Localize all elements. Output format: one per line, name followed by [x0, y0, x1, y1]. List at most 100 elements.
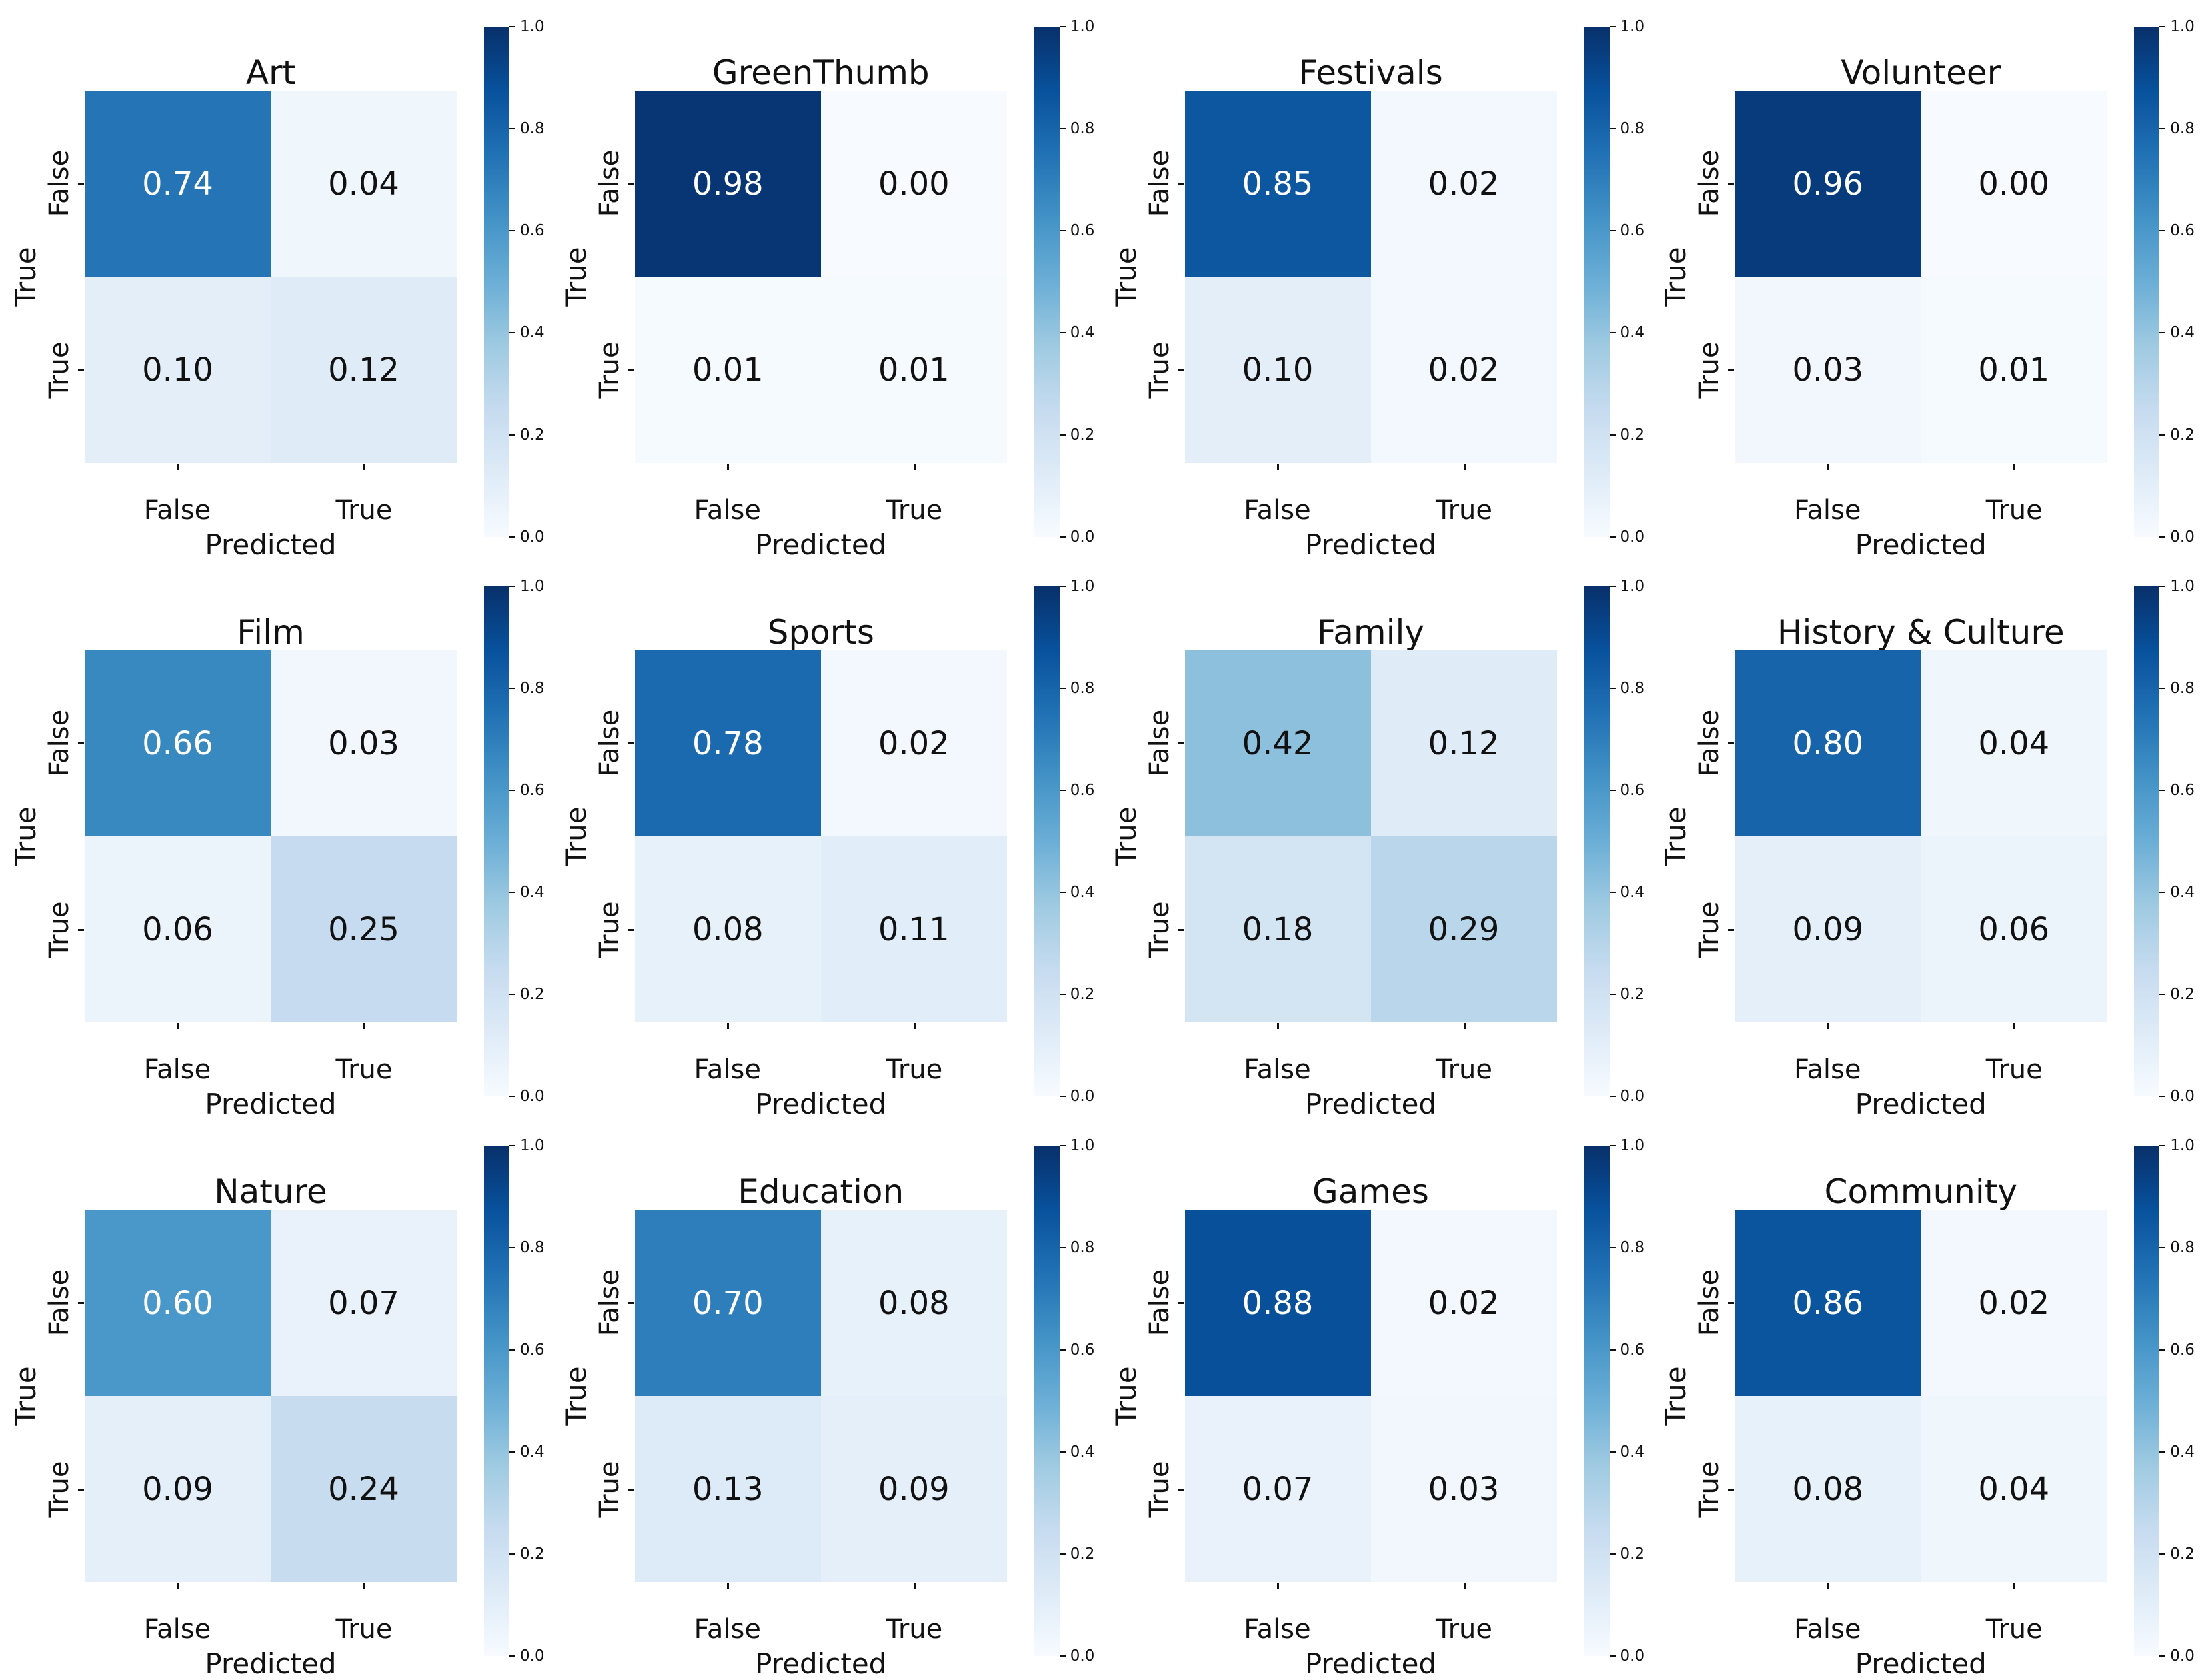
cell-value: 0.66 — [142, 724, 213, 762]
heatmap-matrix: 0.96 0.00 0.03 0.01 — [1735, 91, 2107, 463]
matrix-cell-tp: 0.02 — [1370, 277, 1557, 463]
y-tick-mark — [628, 183, 634, 185]
cell-value: 0.04 — [328, 165, 399, 203]
colorbar-tick-label: 0.8 — [1620, 120, 1645, 137]
colorbar-tick-label: 0.4 — [1620, 324, 1645, 341]
matrix-cell-tn: 0.70 — [634, 1210, 821, 1396]
heatmap-matrix: 0.88 0.02 0.07 0.03 — [1184, 1210, 1557, 1582]
heatmap-matrix: 0.66 0.03 0.06 0.25 — [85, 650, 457, 1022]
y-tick-label-false: False — [44, 1269, 75, 1337]
matrix-cell-tp: 0.25 — [271, 836, 457, 1022]
colorbar-tick-mark — [509, 26, 515, 27]
colorbar-tick-label: 0.8 — [2170, 120, 2195, 137]
matrix-cell-tp: 0.11 — [820, 836, 1007, 1022]
x-tick-label-true: True — [1985, 495, 2043, 526]
colorbar-tick-label: 0.2 — [2170, 1545, 2195, 1563]
colorbar — [1034, 27, 1060, 537]
colorbar-tick-mark — [1609, 892, 1616, 893]
cell-value: 0.70 — [692, 1284, 764, 1322]
colorbar-tick-label: 0.4 — [1620, 1443, 1645, 1461]
colorbar — [2134, 586, 2160, 1096]
colorbar-tick-label: 0.2 — [1620, 1545, 1645, 1563]
x-tick-label-true: True — [886, 1054, 943, 1085]
colorbar-tick-label: 0.6 — [1620, 1341, 1645, 1359]
y-tick-label-false: False — [594, 149, 625, 217]
cell-value: 0.85 — [1242, 165, 1314, 203]
panel-title: Film — [237, 613, 305, 652]
x-tick-label-true: True — [886, 1614, 943, 1645]
colorbar-tick-label: 0.8 — [1070, 120, 1095, 137]
x-axis-label: Predicted — [755, 1647, 887, 1680]
colorbar-tick-label: 0.4 — [520, 1443, 545, 1461]
y-tick-mark — [1178, 929, 1184, 931]
colorbar-tick-label: 1.0 — [2170, 18, 2195, 35]
colorbar-tick-mark — [509, 536, 515, 538]
cell-value: 0.86 — [1792, 1284, 1864, 1322]
x-tick-label-false: False — [1794, 495, 1861, 526]
cell-value: 0.02 — [1978, 1284, 2050, 1322]
y-tick-mark — [628, 1489, 634, 1491]
colorbar-tick-mark — [509, 790, 515, 791]
confusion-matrix-panel-family: Family True False True 0.42 0.12 0.18 0.… — [1100, 560, 1651, 1120]
colorbar-tick-label: 0.2 — [1070, 986, 1095, 1003]
colorbar-tick-mark — [2159, 790, 2166, 791]
colorbar-tick-mark — [2159, 26, 2166, 27]
cell-value: 0.08 — [692, 910, 764, 948]
matrix-cell-fp: 0.08 — [820, 1210, 1007, 1396]
colorbar — [484, 586, 509, 1096]
colorbar-tick-mark — [1059, 1145, 1066, 1146]
y-axis-label: True — [559, 806, 592, 866]
y-tick-mark — [1728, 1302, 1735, 1304]
colorbar-tick-mark — [2159, 230, 2166, 231]
colorbar-tick-label: 0.8 — [520, 120, 545, 137]
heatmap-matrix: 0.86 0.02 0.08 0.04 — [1735, 1210, 2107, 1582]
colorbar — [1584, 1146, 1610, 1656]
colorbar-tick-label: 0.0 — [1620, 528, 1645, 546]
x-tick-label-true: True — [886, 495, 943, 526]
colorbar-tick-label: 0.8 — [520, 680, 545, 697]
colorbar-tick-mark — [1059, 536, 1066, 538]
y-tick-label-true: True — [1144, 1461, 1175, 1518]
colorbar-tick-label: 0.8 — [1620, 680, 1645, 697]
cell-value: 0.74 — [142, 165, 213, 203]
colorbar-tick-label: 0.4 — [2170, 1443, 2195, 1461]
x-axis-label: Predicted — [205, 528, 337, 561]
cell-value: 0.60 — [142, 1284, 213, 1322]
y-axis-label: True — [559, 1366, 592, 1426]
colorbar-tick-mark — [1059, 332, 1066, 333]
confusion-matrix-panel-sports: Sports True False True 0.78 0.02 0.08 0.… — [550, 560, 1100, 1120]
x-tick-mark — [913, 1583, 916, 1589]
cell-value: 0.02 — [878, 724, 950, 762]
colorbar-tick-mark — [509, 332, 515, 333]
colorbar-tick-label: 0.8 — [520, 1239, 545, 1256]
y-tick-mark — [1178, 742, 1184, 744]
cell-value: 0.88 — [1242, 1284, 1314, 1322]
confusion-matrix-panel-games: Games True False True 0.88 0.02 0.07 0.0… — [1100, 1119, 1651, 1680]
matrix-cell-tn: 0.78 — [634, 650, 821, 836]
y-axis-label: True — [1659, 1366, 1693, 1426]
cell-value: 0.29 — [1428, 910, 1500, 948]
colorbar-tick-label: 0.2 — [1620, 426, 1645, 444]
heatmap-matrix: 0.74 0.04 0.10 0.12 — [85, 91, 457, 463]
colorbar-tick-mark — [2159, 688, 2166, 689]
y-tick-mark — [1728, 369, 1735, 371]
colorbar-tick-mark — [509, 586, 515, 587]
x-tick-mark — [1276, 1023, 1279, 1029]
cell-value: 0.18 — [1242, 910, 1314, 948]
x-axis-label: Predicted — [755, 1088, 887, 1120]
x-axis-label: Predicted — [1304, 1088, 1437, 1120]
cell-value: 0.09 — [1792, 910, 1864, 948]
matrix-cell-fn: 0.18 — [1184, 836, 1371, 1022]
y-tick-label-false: False — [1144, 1269, 1175, 1337]
colorbar — [484, 1146, 509, 1656]
y-tick-mark — [1728, 183, 1735, 185]
y-axis-label: True — [559, 247, 592, 307]
matrix-cell-tp: 0.12 — [271, 277, 457, 463]
matrix-cell-tn: 0.86 — [1735, 1210, 1921, 1396]
x-tick-label-false: False — [143, 1614, 211, 1645]
x-axis-label: Predicted — [1304, 528, 1437, 561]
cell-value: 0.09 — [878, 1470, 950, 1508]
y-tick-label-false: False — [1694, 709, 1725, 777]
y-tick-label-true: True — [44, 901, 75, 958]
